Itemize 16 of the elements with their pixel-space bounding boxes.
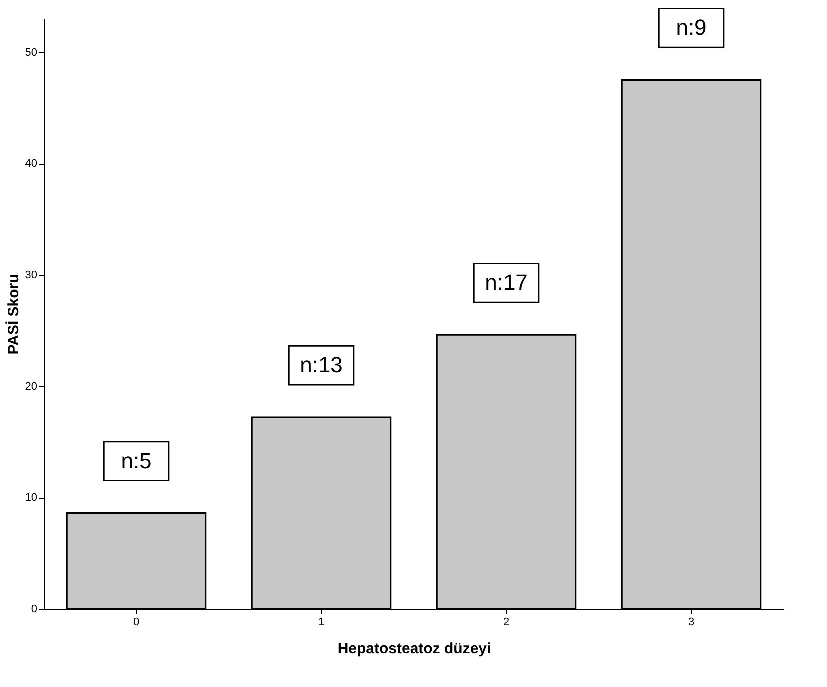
y-tick-label: 10	[25, 492, 38, 504]
x-tick-label: 0	[133, 616, 140, 628]
x-axis-title: Hepatosteatoz düzeyi	[338, 640, 492, 658]
y-tick-label: 20	[25, 380, 38, 393]
annotation: n:9	[676, 15, 707, 40]
annotation: n:13	[300, 352, 343, 378]
x-tick-label: 2	[503, 616, 510, 628]
y-tick-label: 30	[25, 270, 38, 282]
x-tick-label: 1	[318, 616, 325, 628]
annotation: n:5	[121, 448, 152, 474]
x-tick-label: 3	[688, 616, 695, 628]
annotation: n:17	[485, 270, 528, 296]
y-tick-label: 0	[31, 604, 38, 616]
y-tick-label: 50	[25, 46, 38, 59]
y-axis-title: PASİ Skoru	[5, 274, 22, 355]
y-tick-label: 40	[25, 158, 38, 170]
